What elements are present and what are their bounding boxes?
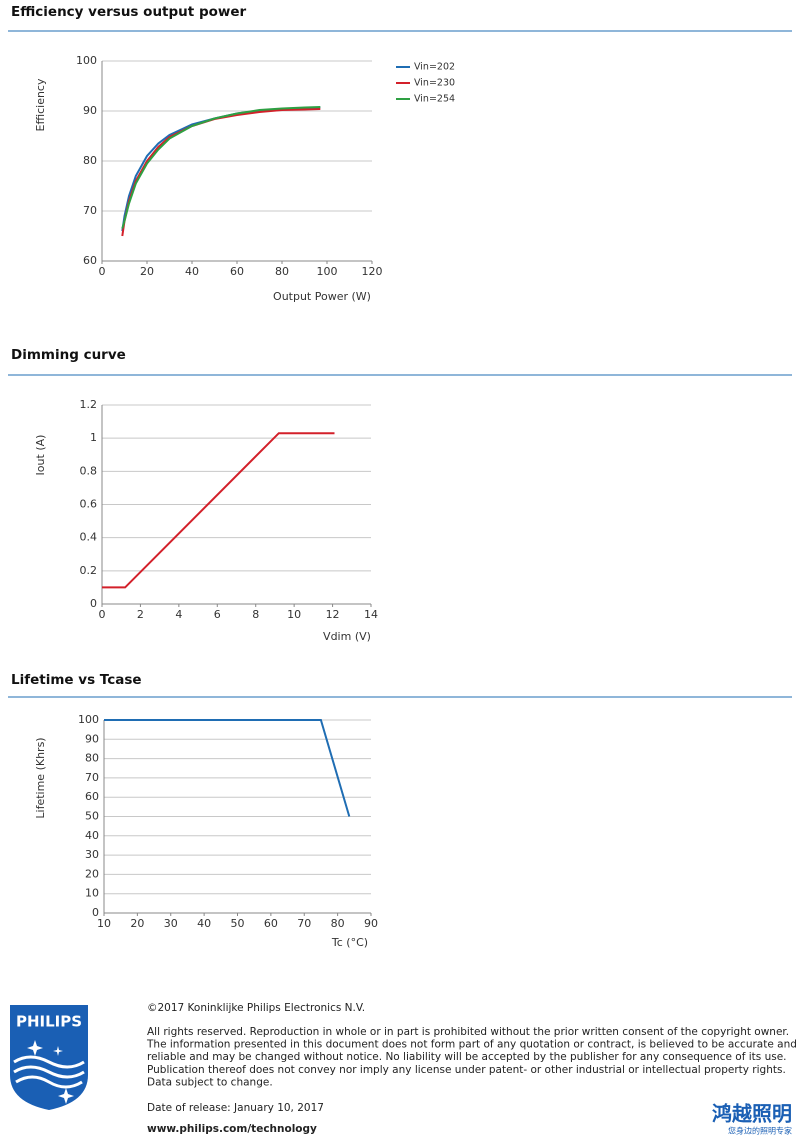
chart-title: Efficiency versus output power bbox=[11, 4, 247, 20]
y-tick-label: 1.2 bbox=[80, 398, 98, 411]
series-line bbox=[104, 719, 351, 817]
x-tick-label: 60 bbox=[264, 917, 278, 930]
x-tick-label: 14 bbox=[364, 608, 378, 621]
y-tick-label: 10 bbox=[85, 887, 99, 900]
x-tick-label: 6 bbox=[214, 608, 221, 621]
x-tick-label: 0 bbox=[99, 608, 106, 621]
y-tick-label: 80 bbox=[85, 752, 99, 765]
x-tick-label: 100 bbox=[317, 265, 338, 278]
y-axis-label: Efficiency bbox=[34, 78, 47, 131]
logo-shield bbox=[10, 1005, 88, 1110]
x-tick-label: 70 bbox=[297, 917, 311, 930]
x-tick-label: 80 bbox=[331, 917, 345, 930]
disclaimer-line: reliable and may be changed without noti… bbox=[147, 1051, 787, 1063]
x-tick-label: 0 bbox=[99, 265, 106, 278]
logo-text: PHILIPS bbox=[16, 1013, 82, 1031]
y-tick-label: 60 bbox=[85, 790, 99, 803]
y-tick-label: 90 bbox=[83, 104, 97, 117]
y-tick-label: 90 bbox=[85, 732, 99, 745]
y-tick-label: 30 bbox=[85, 848, 99, 861]
y-axis-label: Iout (A) bbox=[34, 435, 47, 476]
logo-waves bbox=[13, 1055, 85, 1089]
website: www.philips.com/technology bbox=[147, 1123, 317, 1135]
y-tick-label: 0.4 bbox=[80, 531, 98, 544]
x-tick-label: 4 bbox=[175, 608, 182, 621]
series-line bbox=[121, 108, 321, 237]
legend-label: Vin=230 bbox=[414, 78, 455, 89]
disclaimer-line: All rights reserved. Reproduction in who… bbox=[147, 1026, 789, 1038]
series-line bbox=[121, 106, 321, 232]
x-tick-label: 30 bbox=[164, 917, 178, 930]
watermark-sub: 您身边的照明专家 bbox=[728, 1126, 792, 1136]
x-tick-label: 12 bbox=[326, 608, 340, 621]
x-tick-label: 40 bbox=[197, 917, 211, 930]
y-tick-label: 20 bbox=[85, 867, 99, 880]
x-tick-label: 80 bbox=[275, 265, 289, 278]
x-axis-label: Tc (°C) bbox=[331, 936, 368, 949]
y-tick-label: 0.2 bbox=[80, 564, 98, 577]
chart-title: Dimming curve bbox=[11, 347, 126, 363]
x-axis-label: Vdim (V) bbox=[323, 630, 371, 643]
copyright: ©2017 Koninklijke Philips Electronics N.… bbox=[147, 1002, 365, 1014]
x-tick-label: 10 bbox=[287, 608, 301, 621]
x-tick-label: 10 bbox=[97, 917, 111, 930]
x-tick-label: 90 bbox=[364, 917, 378, 930]
release-date: Date of release: January 10, 2017 bbox=[147, 1102, 324, 1114]
y-tick-label: 0 bbox=[92, 906, 99, 919]
x-tick-label: 8 bbox=[252, 608, 259, 621]
x-tick-label: 120 bbox=[362, 265, 383, 278]
y-tick-label: 100 bbox=[78, 713, 99, 726]
y-tick-label: 70 bbox=[85, 771, 99, 784]
y-tick-label: 1 bbox=[90, 431, 97, 444]
y-tick-label: 50 bbox=[85, 810, 99, 823]
philips-logo: PHILIPS bbox=[10, 1005, 88, 1110]
y-tick-label: 60 bbox=[83, 254, 97, 267]
x-tick-label: 20 bbox=[130, 917, 144, 930]
x-tick-label: 50 bbox=[231, 917, 245, 930]
legend-label: Vin=254 bbox=[414, 94, 455, 105]
disclaimer-line: Data subject to change. bbox=[147, 1076, 273, 1088]
x-tick-label: 2 bbox=[137, 608, 144, 621]
y-tick-label: 80 bbox=[83, 154, 97, 167]
disclaimer-line: Publication thereof does not convey nor … bbox=[147, 1064, 786, 1076]
disclaimer-line: The information presented in this docume… bbox=[146, 1039, 797, 1051]
chart-title: Lifetime vs Tcase bbox=[11, 672, 142, 688]
x-tick-label: 20 bbox=[140, 265, 154, 278]
y-tick-label: 100 bbox=[76, 54, 97, 67]
x-axis-label: Output Power (W) bbox=[273, 290, 371, 303]
y-tick-label: 70 bbox=[83, 204, 97, 217]
y-axis-label: Lifetime (Khrs) bbox=[34, 737, 47, 818]
series-line bbox=[102, 432, 335, 589]
y-tick-label: 0.8 bbox=[80, 464, 98, 477]
y-tick-label: 0.6 bbox=[80, 498, 98, 511]
x-tick-label: 40 bbox=[185, 265, 199, 278]
series-line bbox=[121, 106, 321, 229]
y-tick-label: 0 bbox=[90, 597, 97, 610]
y-tick-label: 40 bbox=[85, 829, 99, 842]
watermark: 鸿越照明 bbox=[712, 1102, 792, 1126]
x-tick-label: 60 bbox=[230, 265, 244, 278]
legend-label: Vin=202 bbox=[414, 62, 455, 73]
